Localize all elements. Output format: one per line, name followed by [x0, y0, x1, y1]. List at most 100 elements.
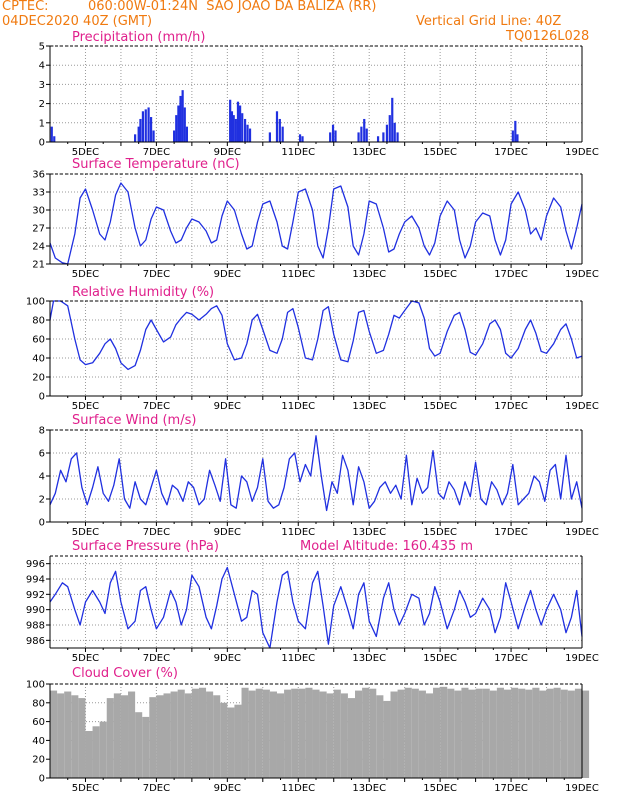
cloud-bar	[298, 688, 306, 778]
cloud-bar	[319, 691, 327, 778]
cloud-bar	[326, 693, 334, 778]
cloud-bar	[57, 693, 65, 778]
x-tick-label: 15DEC	[423, 269, 457, 280]
cloud-bar	[312, 689, 320, 778]
y-tick-label: 100	[26, 297, 45, 308]
x-tick-label: 13DEC	[352, 269, 386, 280]
precip-bar	[239, 105, 242, 142]
precip-bar	[236, 101, 240, 142]
y-tick-label: 40	[32, 354, 45, 365]
cloud-bar	[333, 689, 341, 778]
x-tick-label: 15DEC	[423, 401, 457, 412]
series-line	[49, 182, 583, 265]
cloud-bar	[425, 693, 434, 778]
cloud-bar	[440, 686, 448, 778]
cloud-bar	[71, 695, 79, 778]
cloud-bar	[362, 687, 370, 778]
x-tick-label: 19DEC	[565, 269, 599, 280]
cloud-bar	[50, 690, 58, 778]
panel-title: Surface Wind (m/s)	[72, 413, 196, 428]
precip-bar	[357, 132, 360, 142]
cloud-bar	[255, 688, 263, 778]
cloud-bar	[135, 712, 143, 778]
x-tick-label: 11DEC	[281, 401, 315, 412]
precip-bar	[230, 111, 234, 142]
x-tick-label: 15DEC	[423, 527, 457, 538]
precip-bar	[232, 115, 235, 142]
cloud-bar	[532, 687, 540, 778]
precip-bar	[137, 126, 140, 142]
x-tick-label: 7DEC	[143, 527, 170, 538]
x-tick-label: 7DEC	[143, 401, 170, 412]
cloud-bar	[567, 690, 575, 778]
panel-title: Surface Temperature (nC)	[72, 157, 240, 172]
y-tick-label: 5	[39, 42, 45, 53]
precip-bar	[141, 111, 145, 142]
x-tick-label: 11DEC	[281, 269, 315, 280]
precip-bar	[134, 134, 137, 142]
x-tick-label: 9DEC	[214, 401, 241, 412]
cloud-bar	[220, 702, 228, 778]
x-tick-label: 17DEC	[494, 783, 528, 794]
y-tick-label: 990	[26, 605, 45, 616]
cloud-bar	[248, 690, 256, 778]
cloud-bar	[156, 695, 164, 778]
y-tick-label: 60	[32, 335, 45, 346]
x-tick-label: 15DEC	[423, 653, 457, 664]
x-tick-label: 5DEC	[72, 653, 99, 664]
y-tick-label: 40	[32, 736, 45, 747]
header-location: 060:00W-01:24N SAO JOAO DA BALIZA (RR)	[88, 0, 377, 14]
cloud-bar	[99, 721, 107, 778]
x-tick-label: 5DEC	[72, 401, 99, 412]
cloud-bar	[503, 689, 512, 778]
precip-bar	[173, 130, 176, 142]
precip-bar	[360, 126, 363, 142]
cloud-bar	[284, 689, 292, 778]
precip-bar	[229, 99, 232, 142]
panel-5: Cloud Cover (%) 0 20 40 60 80 100 5DEC 7DEC 9DEC 1…	[26, 666, 599, 794]
cloud-bar	[276, 693, 285, 778]
panel-0: Precipitation (mm/h) 0 1 2 3 4 5 5DEC 7DEC 9DEC 11…	[39, 30, 599, 158]
y-tick-label: 36	[32, 170, 45, 181]
header-grid-note: Vertical Grid Line: 40Z	[416, 14, 562, 29]
x-tick-label: 15DEC	[423, 147, 457, 158]
x-tick-label: 7DEC	[143, 783, 170, 794]
cloud-bar	[120, 695, 129, 778]
precip-bar	[241, 113, 244, 142]
cloud-bar	[128, 691, 136, 778]
cloud-bar	[468, 689, 476, 778]
series-line	[49, 435, 583, 512]
x-tick-label: 17DEC	[494, 269, 528, 280]
cloud-bar	[518, 688, 526, 778]
x-tick-label: 13DEC	[352, 783, 386, 794]
y-tick-label: 21	[32, 260, 45, 271]
precip-bar	[181, 90, 184, 142]
cloud-bar	[525, 689, 533, 778]
precip-bar	[388, 115, 391, 142]
precip-bar	[329, 132, 332, 142]
y-tick-label: 33	[32, 188, 45, 199]
header-run: 04DEC2020 40Z (GMT)	[2, 14, 153, 29]
cloud-bar	[376, 695, 384, 778]
cloud-bar	[191, 688, 199, 778]
cloud-bar	[177, 689, 185, 778]
x-tick-label: 11DEC	[281, 653, 315, 664]
series-line	[49, 566, 583, 649]
cloud-bar	[241, 687, 249, 778]
precip-bar	[511, 130, 514, 142]
cloud-bar	[546, 688, 554, 778]
cloud-bar	[553, 687, 561, 778]
y-tick-label: 27	[32, 224, 45, 235]
cloud-bar	[227, 707, 235, 778]
cloud-bar	[461, 687, 469, 778]
x-tick-label: 9DEC	[214, 783, 241, 794]
precip-bar	[144, 109, 147, 142]
cloud-bar	[113, 693, 121, 778]
y-tick-label: 80	[32, 698, 45, 709]
cloud-bar	[106, 698, 114, 778]
header-model: TQ0126L028	[506, 29, 590, 44]
precip-bar	[185, 126, 189, 142]
cloud-bar	[582, 690, 590, 778]
panel-4: Surface Pressure (hPa) Model Altitude: 16…	[26, 539, 599, 664]
x-tick-label: 13DEC	[352, 401, 386, 412]
